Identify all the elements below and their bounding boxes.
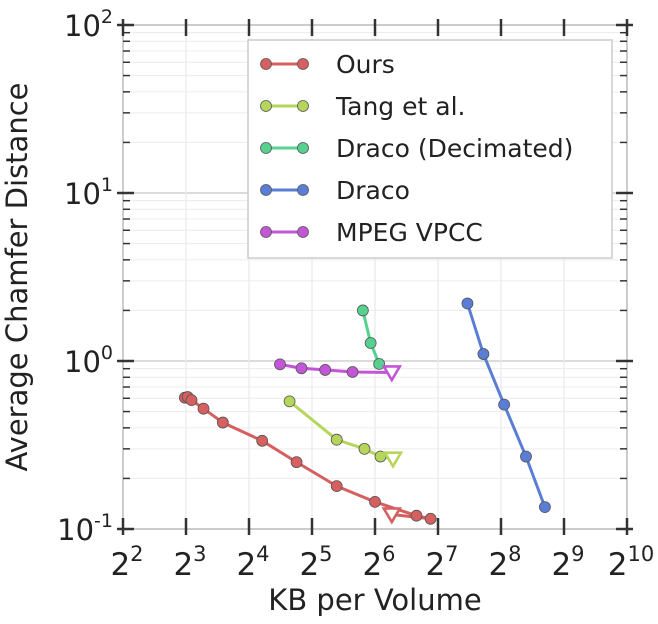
y-tick-label: 101 (64, 174, 113, 211)
legend-marker (297, 142, 309, 154)
legend-marker (260, 58, 272, 70)
legend-marker (260, 142, 272, 154)
y-tick-label: 100 (64, 342, 113, 379)
data-point (539, 501, 551, 514)
legend-marker (297, 226, 309, 238)
data-point (477, 348, 490, 360)
legend: Ours Tang et al. Draco (Decimated) Draco MPE… (247, 39, 613, 259)
data-point (410, 509, 423, 522)
legend-item: MPEG VPCC (260, 218, 483, 247)
x-axis-title: KB per Volume (268, 583, 481, 617)
series-1 (283, 395, 404, 469)
legend-marker (297, 58, 309, 70)
data-point (498, 398, 511, 411)
data-point (356, 304, 369, 317)
x-tick-label: 22 (110, 542, 143, 583)
x-tick-label: 29 (551, 542, 584, 583)
data-point (424, 512, 437, 525)
data-point (330, 480, 343, 493)
legend-marker (260, 184, 272, 196)
legend-marker (260, 100, 272, 112)
legend-label: Ours (336, 50, 395, 79)
y-tick-label: 102 (64, 6, 113, 43)
data-point (346, 366, 359, 378)
x-tick-label: 24 (236, 542, 269, 583)
data-point (216, 416, 229, 429)
data-point (256, 434, 269, 447)
series-line (288, 400, 394, 461)
legend-item: Draco (Decimated) (260, 134, 573, 163)
data-point (520, 450, 532, 463)
axis-ticks (117, 19, 633, 535)
legend-label: Tang et al. (335, 92, 465, 121)
y-axis-title: Average Chamfer Distance (0, 83, 34, 472)
x-tick-label: 23 (173, 542, 206, 583)
data-point (274, 358, 286, 371)
data-point (369, 495, 381, 508)
x-tick-label: 28 (488, 542, 521, 583)
endpoint-triangle-marker (381, 507, 403, 525)
endpoint-triangle-marker (382, 451, 404, 469)
data-point (185, 394, 198, 407)
series-2 (356, 304, 386, 370)
legend-marker (260, 226, 272, 238)
legend-marker (297, 100, 309, 112)
data-point (358, 442, 371, 455)
data-point (330, 433, 343, 446)
x-tick-label: 210 (608, 542, 654, 583)
series-group (178, 297, 551, 525)
data-point (461, 297, 474, 310)
series-0 (178, 391, 437, 525)
x-tick-label: 27 (425, 542, 458, 583)
x-tick-label: 25 (299, 542, 332, 583)
tick-labels: 10-1 100 101 102 22 23 24 25 26 27 28 29 210 (57, 6, 654, 583)
legend-item: Draco (260, 176, 410, 205)
data-point (295, 362, 308, 375)
data-point (283, 395, 296, 408)
legend-label: MPEG VPCC (336, 218, 483, 247)
legend-label: Draco (Decimated) (336, 134, 573, 163)
legend-label: Draco (336, 176, 410, 205)
data-point (290, 456, 303, 469)
endpoint-triangle-marker (381, 365, 403, 383)
data-point (373, 358, 386, 370)
legend-marker (297, 184, 309, 196)
legend-item: Ours (260, 50, 395, 79)
data-point (364, 337, 377, 349)
x-tick-label: 26 (362, 542, 395, 583)
series-3 (461, 297, 551, 514)
series-4 (274, 358, 403, 383)
data-point (319, 364, 332, 376)
data-point (197, 402, 210, 415)
y-tick-label: 10-1 (57, 510, 113, 547)
legend-item: Tang et al. (260, 92, 465, 121)
